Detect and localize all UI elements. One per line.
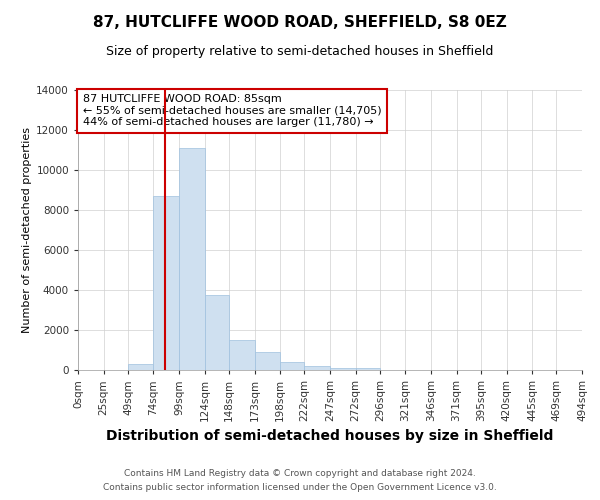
Bar xyxy=(330,368,356,370)
Text: Contains public sector information licensed under the Open Government Licence v3: Contains public sector information licen… xyxy=(103,484,497,492)
Bar xyxy=(356,368,380,370)
Text: Size of property relative to semi-detached houses in Sheffield: Size of property relative to semi-detach… xyxy=(106,45,494,58)
Text: Contains HM Land Registry data © Crown copyright and database right 2024.: Contains HM Land Registry data © Crown c… xyxy=(124,468,476,477)
Bar xyxy=(304,366,330,370)
Bar xyxy=(128,364,154,370)
Bar xyxy=(229,340,254,370)
Bar xyxy=(205,295,229,370)
Y-axis label: Number of semi-detached properties: Number of semi-detached properties xyxy=(22,127,32,333)
Bar xyxy=(179,148,205,370)
Bar xyxy=(254,352,280,370)
Text: 87 HUTCLIFFE WOOD ROAD: 85sqm
← 55% of semi-detached houses are smaller (14,705): 87 HUTCLIFFE WOOD ROAD: 85sqm ← 55% of s… xyxy=(83,94,382,128)
Bar xyxy=(154,196,179,370)
X-axis label: Distribution of semi-detached houses by size in Sheffield: Distribution of semi-detached houses by … xyxy=(106,430,554,444)
Text: 87, HUTCLIFFE WOOD ROAD, SHEFFIELD, S8 0EZ: 87, HUTCLIFFE WOOD ROAD, SHEFFIELD, S8 0… xyxy=(93,15,507,30)
Bar xyxy=(280,362,304,370)
